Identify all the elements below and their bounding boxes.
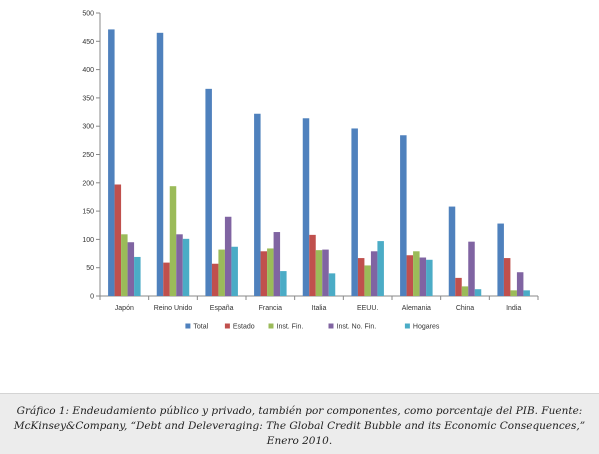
bar-inst-fin [364, 265, 371, 296]
legend-label: Inst. Fin. [277, 324, 304, 331]
bar-inst-fin [510, 290, 517, 296]
bar-inst-no-fin [370, 251, 378, 296]
bar-estado [260, 251, 268, 296]
bar-total [254, 113, 261, 296]
bar-total [205, 88, 212, 297]
x-category-label: EEUU. [357, 305, 378, 312]
legend-swatch [268, 323, 274, 329]
y-tick-label: 350 [82, 95, 94, 102]
legend-swatch [328, 323, 334, 329]
bar-inst-fin [218, 249, 225, 296]
bar-inst-no-fin [273, 232, 281, 296]
x-category-label: Japón [115, 305, 134, 312]
legend-swatch [224, 323, 230, 329]
y-tick-label: 300 [82, 124, 94, 131]
bar-inst-fin [267, 248, 274, 296]
x-category-label: Alemania [402, 305, 431, 312]
bar-inst-no-fin [224, 216, 232, 296]
bar-inst-fin [121, 234, 128, 296]
legend-label: Hogares [413, 324, 440, 331]
bar-total [448, 206, 456, 296]
bar-hogares [474, 289, 482, 296]
y-tick-label: 100 [82, 237, 94, 244]
bar-estado [357, 258, 365, 296]
bar-estado [211, 263, 219, 296]
bar-hogares [182, 238, 190, 296]
x-category-label: Reino Unido [154, 305, 193, 312]
bar-hogares [280, 271, 287, 296]
legend-label: Inst. No. Fin. [337, 324, 377, 331]
bar-total [156, 32, 164, 297]
bar-estado [309, 234, 316, 296]
bar-inst-no-fin [127, 242, 135, 296]
bar-total [497, 223, 504, 296]
bar-hogares [523, 290, 530, 296]
y-tick-label: 150 [82, 209, 94, 216]
bar-inst-no-fin [516, 272, 524, 296]
bar-estado [406, 255, 414, 296]
y-tick-label: 50 [86, 265, 94, 272]
bar-chart: 0 50 100 150 200 250 300 350 400 450 500 Japón Reino… [82, 11, 539, 331]
x-category-label: China [456, 305, 474, 312]
bar-inst-fin [461, 286, 469, 296]
y-tick-label: 400 [82, 67, 94, 74]
x-category-label: Italia [312, 305, 327, 312]
legend-swatch [185, 323, 191, 329]
legend-label: Estado [233, 324, 255, 331]
y-tick-label: 500 [82, 11, 94, 18]
bar-inst-no-fin [419, 257, 427, 296]
chart-area: 0 50 100 150 200 250 300 350 400 450 500 Japón Reino… [82, 10, 539, 331]
bar-estado [455, 277, 462, 296]
bar-inst-no-fin [468, 241, 475, 296]
bar-total [351, 128, 358, 296]
legend-label: Total [193, 324, 208, 331]
bar-hogares [231, 246, 238, 296]
x-category-label: España [210, 305, 234, 312]
bar-inst-fin [169, 186, 177, 296]
bar-estado [503, 258, 511, 296]
bar-estado [163, 262, 170, 296]
bar-hogares [134, 256, 141, 296]
x-category-label: Francia [259, 305, 282, 312]
bar-inst-fin [315, 250, 323, 296]
bar-total [400, 135, 407, 296]
y-tick-label: 250 [82, 152, 94, 159]
bar-inst-fin [413, 251, 420, 296]
bar-total [302, 118, 310, 296]
bar-estado [114, 184, 122, 296]
bar-hogares [426, 259, 433, 296]
x-category-label: India [506, 305, 521, 312]
legend-swatch [404, 323, 410, 329]
bar-inst-no-fin [176, 234, 183, 296]
y-tick-label: 450 [82, 39, 94, 46]
bar-total [108, 29, 115, 296]
y-tick-label: 200 [82, 180, 94, 187]
bar-hogares [328, 273, 336, 296]
bar-inst-no-fin [322, 249, 329, 296]
y-tick-label: 0 [90, 294, 94, 301]
bar-hogares [377, 241, 384, 296]
figure-caption: Gráfico 1: Endeudamiento público y priva… [13, 405, 586, 447]
figure-caption-box: Gráfico 1: Endeudamiento público y priva… [0, 393, 599, 454]
